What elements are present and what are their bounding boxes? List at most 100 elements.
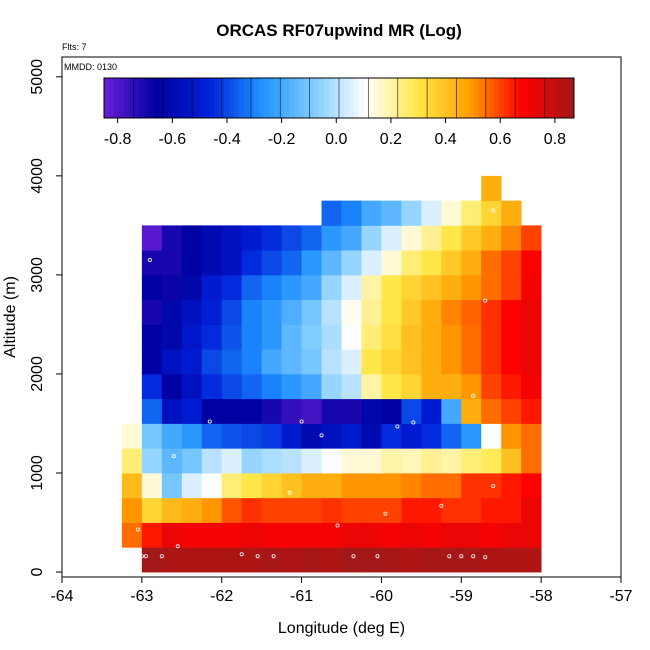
heatmap-cell bbox=[401, 225, 422, 251]
heatmap-cell bbox=[401, 349, 422, 375]
heatmap-cell bbox=[321, 473, 342, 499]
heatmap-cell bbox=[281, 497, 302, 523]
heatmap-cell bbox=[461, 448, 482, 474]
y-tick-label: 4000 bbox=[29, 158, 46, 194]
colorbar-swatch bbox=[319, 78, 325, 118]
heatmap-cell bbox=[181, 497, 203, 523]
heatmap-cell bbox=[141, 324, 163, 350]
colorbar-swatch bbox=[194, 78, 200, 118]
heatmap-cell bbox=[521, 373, 542, 400]
flight-sample-point bbox=[239, 552, 244, 557]
colorbar-swatch bbox=[404, 78, 410, 118]
colorbar-tick-label: 0.8 bbox=[544, 131, 566, 148]
heatmap-cell bbox=[421, 324, 442, 350]
heatmap-cell bbox=[381, 448, 402, 474]
heatmap-cell bbox=[481, 349, 502, 375]
heatmap-cell bbox=[401, 497, 422, 523]
heatmap-cell bbox=[241, 349, 263, 375]
colorbar-swatch bbox=[564, 78, 570, 118]
heatmap-cell bbox=[521, 398, 542, 424]
heatmap-cell bbox=[141, 349, 163, 375]
heatmap-cell bbox=[141, 473, 163, 499]
heatmap-cell bbox=[301, 497, 322, 523]
heatmap-cell bbox=[441, 398, 462, 424]
heatmap-cell bbox=[381, 547, 402, 573]
heatmap-cell bbox=[321, 497, 342, 523]
x-tick-label: -62 bbox=[210, 588, 233, 605]
colorbar-swatch bbox=[304, 78, 310, 118]
heatmap-cell bbox=[381, 473, 402, 499]
colorbar-swatch bbox=[229, 78, 235, 118]
colorbar-swatch bbox=[159, 78, 165, 118]
heatmap-cell bbox=[341, 349, 362, 375]
heatmap-cell bbox=[401, 473, 422, 499]
heatmap-cell bbox=[521, 473, 542, 499]
heatmap-cell bbox=[501, 299, 522, 325]
heatmap-cell bbox=[321, 373, 342, 400]
heatmap-cell bbox=[361, 349, 382, 375]
heatmap-cell bbox=[521, 497, 542, 523]
heatmap-cell bbox=[221, 547, 243, 573]
colorbar-swatch bbox=[394, 78, 400, 118]
flight-sample-point bbox=[143, 554, 148, 559]
heatmap-cell bbox=[441, 522, 462, 548]
flight-sample-point bbox=[287, 490, 292, 495]
flight-sample-point bbox=[255, 554, 260, 559]
colorbar-swatch bbox=[314, 78, 320, 118]
x-tick-label: -59 bbox=[450, 588, 473, 605]
heatmap-cell bbox=[441, 324, 462, 350]
colorbar-swatch bbox=[474, 78, 480, 118]
colorbar-swatch bbox=[494, 78, 500, 118]
heatmap-cell bbox=[281, 373, 302, 400]
heatmap-cell bbox=[501, 324, 522, 350]
heatmap-cell bbox=[481, 547, 502, 573]
heatmap-cell bbox=[401, 423, 422, 449]
heatmap-cell bbox=[461, 349, 482, 375]
flight-sample-point bbox=[471, 393, 476, 398]
colorbar-swatch bbox=[139, 78, 145, 118]
heatmap-cell bbox=[301, 423, 322, 449]
heatmap-cell bbox=[281, 225, 302, 251]
heatmap-cell bbox=[141, 250, 163, 276]
heatmap-cell bbox=[481, 299, 502, 325]
heatmap-cell bbox=[501, 473, 522, 499]
heatmap-cell bbox=[261, 250, 282, 276]
heatmap-cell bbox=[381, 200, 402, 226]
heatmap-cell bbox=[481, 274, 502, 301]
heatmap-cell bbox=[261, 522, 282, 548]
flight-sample-point bbox=[459, 554, 464, 559]
heatmap-cell bbox=[321, 349, 342, 375]
heatmap-cell bbox=[281, 522, 302, 548]
heatmap-cell bbox=[221, 274, 243, 301]
heatmap-cell bbox=[301, 398, 322, 424]
colorbar-tick-label: -0.8 bbox=[104, 131, 132, 148]
heatmap-cell bbox=[521, 324, 542, 350]
heatmap-cell bbox=[261, 225, 282, 251]
heatmap-cell bbox=[181, 324, 203, 350]
colorbar-swatch bbox=[199, 78, 205, 118]
heatmap-cell bbox=[461, 373, 482, 400]
heatmap-cell bbox=[481, 423, 502, 449]
colorbar-swatch bbox=[214, 78, 220, 118]
heatmap-cell bbox=[141, 423, 163, 449]
heatmap-cell bbox=[441, 547, 462, 573]
flight-sample-point bbox=[383, 511, 388, 516]
heatmap-cell bbox=[481, 497, 502, 523]
colorbar-swatch bbox=[109, 78, 115, 118]
heatmap-cell bbox=[441, 349, 462, 375]
x-axis-label: Longitude (deg E) bbox=[278, 620, 405, 637]
heatmap-cell bbox=[281, 250, 302, 276]
heatmap-cell bbox=[141, 225, 163, 251]
colorbar-swatch bbox=[129, 78, 135, 118]
heatmap-cell bbox=[221, 324, 243, 350]
colorbar-swatch bbox=[529, 78, 535, 118]
colorbar-swatch bbox=[449, 78, 455, 118]
colorbar-swatch bbox=[169, 78, 175, 118]
colorbar-swatch bbox=[264, 78, 270, 118]
heatmap-cell bbox=[501, 398, 522, 424]
colorbar-swatch bbox=[524, 78, 530, 118]
heatmap-cell bbox=[461, 423, 482, 449]
colorbar-swatch bbox=[479, 78, 485, 118]
heatmap-cell bbox=[461, 299, 482, 325]
heatmap-cell bbox=[361, 250, 382, 276]
